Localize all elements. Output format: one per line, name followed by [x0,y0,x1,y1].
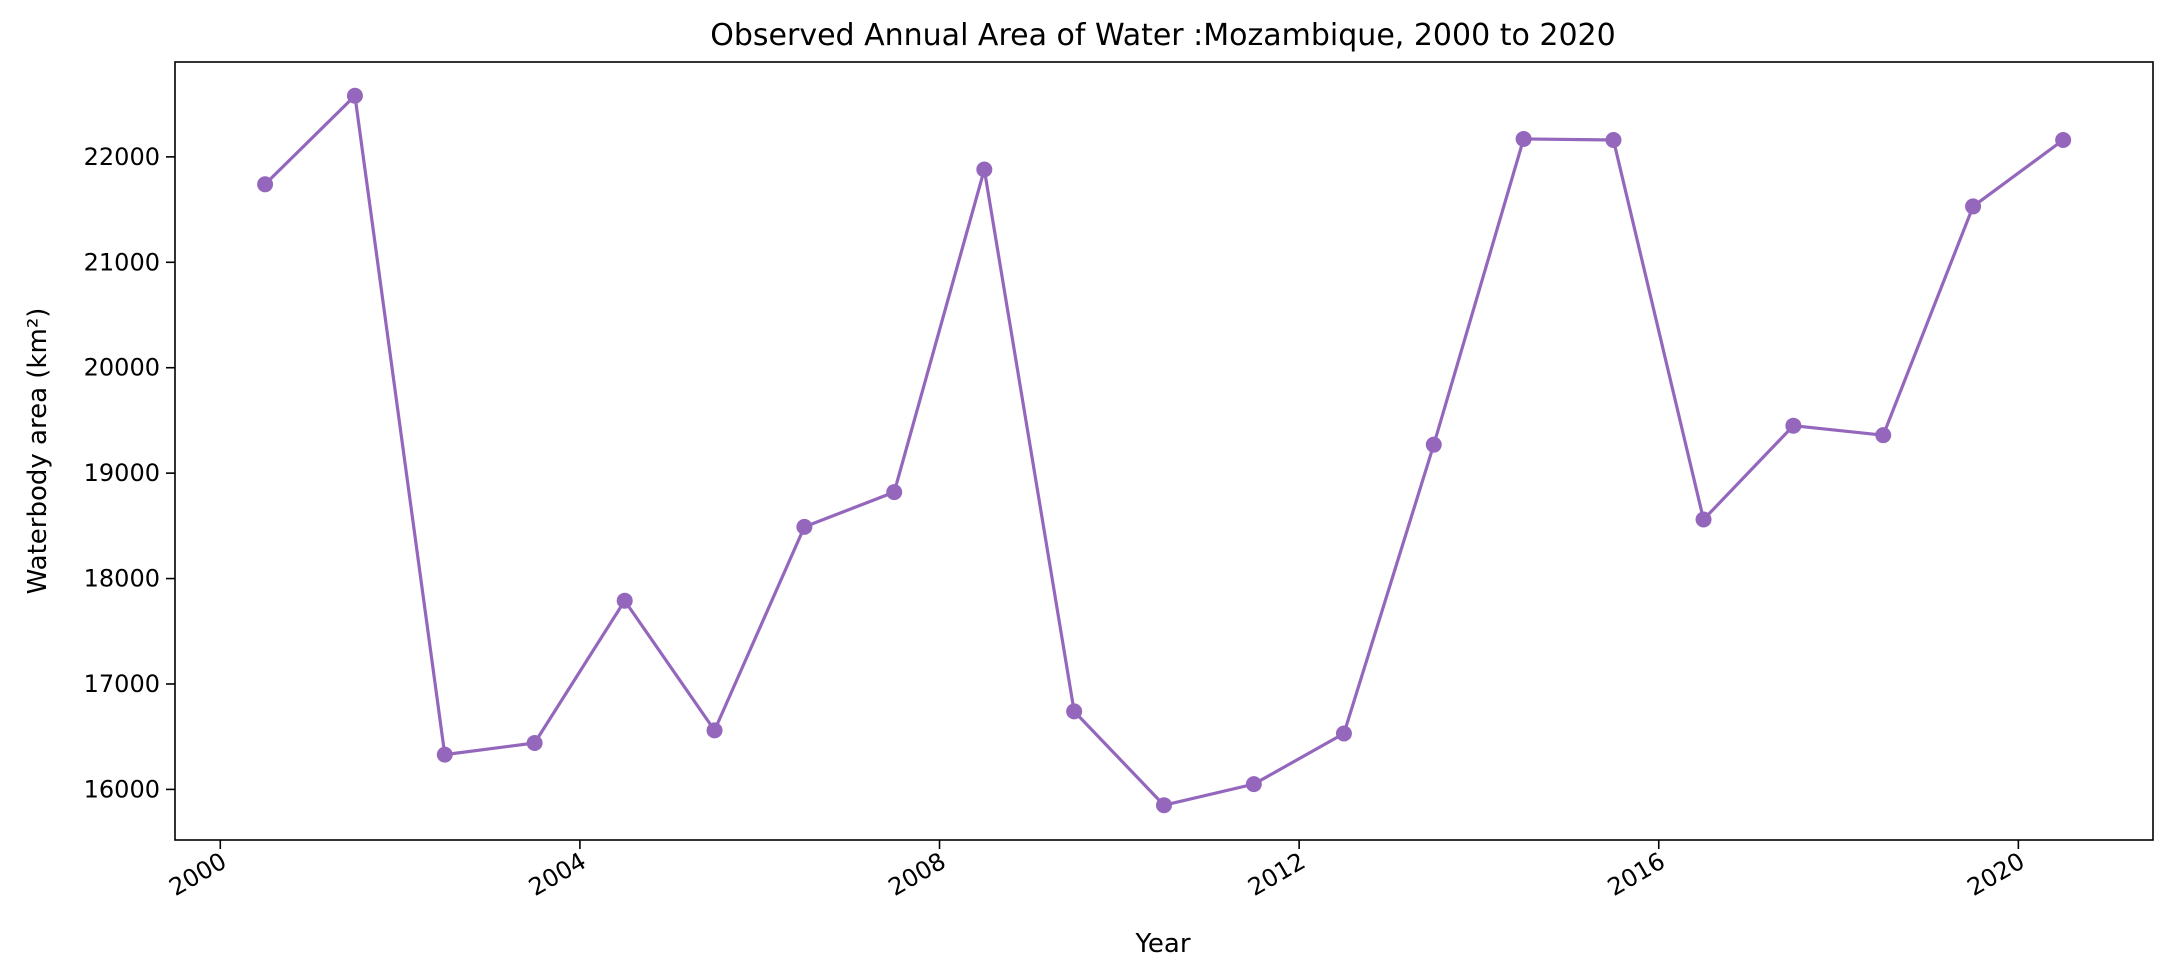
y-tick-label: 18000 [84,565,160,593]
x-axis: 2000 2004 2008 2012 2016 2020 [164,840,2029,902]
data-point [436,746,453,763]
data-point [796,518,813,535]
x-axis-label: Year [1134,929,1190,959]
data-point [886,484,903,501]
data-point [257,176,274,193]
data-point [1605,132,1622,149]
y-tick-label: 21000 [84,248,160,276]
data-point [1965,198,1982,215]
y-tick-label: 20000 [84,354,160,382]
data-point [1066,703,1083,720]
y-tick-label: 19000 [84,459,160,487]
x-tick-label: 2008 [884,847,951,902]
y-axis: 16000 17000 18000 19000 20000 21000 22000 [84,143,175,803]
y-tick-label: 17000 [84,670,160,698]
data-point [706,722,723,739]
data-point [346,87,363,104]
series-line [263,94,2065,807]
plot-area [174,61,2154,841]
data-point [1875,427,1892,444]
x-tick-label: 2016 [1603,847,1670,902]
data-point [1335,725,1352,742]
data-points [257,87,2072,814]
data-point [1515,130,1532,147]
x-tick-label: 2012 [1243,847,1310,902]
y-tick-label: 22000 [84,143,160,171]
chart-title: Observed Annual Area of Water :Mozambiqu… [710,18,1615,53]
x-tick-label: 2000 [164,847,231,902]
data-point [1245,776,1262,793]
data-point [2055,132,2072,149]
data-point [976,161,993,178]
y-tick-label: 16000 [84,775,160,803]
data-point [1156,797,1172,814]
data-point [1785,417,1802,434]
x-tick-label: 2004 [524,847,591,902]
data-point [1425,436,1442,453]
y-axis-label: Waterbody area (km²) [23,308,53,595]
data-point [1695,511,1712,528]
data-point [616,592,633,609]
x-tick-label: 2020 [1962,847,2029,902]
data-point [526,735,543,752]
